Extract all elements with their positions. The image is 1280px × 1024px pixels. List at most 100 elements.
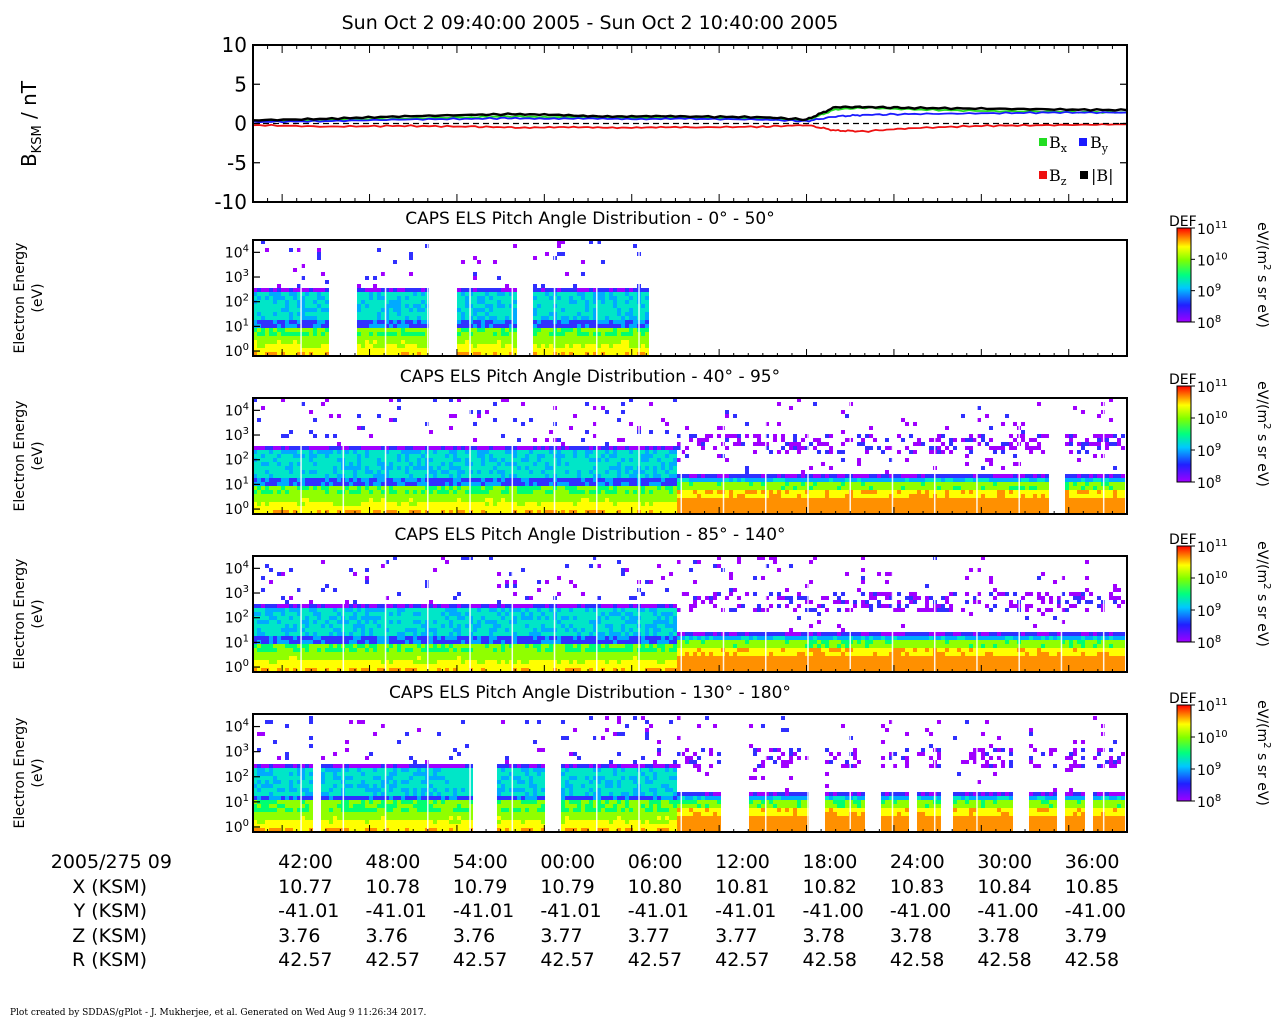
spectrogram-cell [389, 486, 393, 490]
spectrogram-cell [593, 300, 597, 304]
spectrogram-cell [425, 482, 429, 486]
spectrogram-cell [873, 498, 877, 502]
spectrogram-cell [413, 482, 417, 486]
spectrogram-cell [541, 288, 545, 292]
spectrogram-cell [509, 316, 513, 320]
spectrogram-cell [453, 450, 457, 454]
spectrogram-cell [357, 490, 361, 494]
spectrogram-cell [501, 398, 505, 402]
spectrogram-cell [1005, 498, 1009, 502]
spectrogram-cell [581, 272, 585, 276]
spectrogram-cell [325, 498, 329, 502]
spectrogram-cell [617, 296, 621, 300]
spectrogram-cell [321, 272, 325, 276]
spectrogram-cell [589, 292, 593, 296]
spectrogram-cell [1001, 490, 1005, 494]
spectrogram-cell [477, 446, 481, 450]
spectrogram-cell [421, 308, 425, 312]
spectrogram-cell [401, 328, 405, 332]
spectrogram-cell [549, 308, 553, 312]
spectrogram-cell [357, 312, 361, 316]
spectrogram-cell [465, 466, 469, 470]
spectrogram-cell [449, 470, 453, 474]
spectrogram-cell [293, 446, 297, 450]
spectrogram-cell [597, 458, 601, 462]
spectrogram-cell [325, 316, 329, 320]
spectrogram-cell [809, 502, 813, 506]
spectrogram-cell [917, 510, 921, 514]
spectrogram-cell [849, 478, 853, 482]
spectrogram-cell [313, 352, 317, 356]
spectrogram-cell [993, 478, 997, 482]
spectrogram-cell [289, 340, 293, 344]
spectrogram-cell [537, 494, 541, 498]
spectrogram-cell [381, 506, 385, 510]
spectrogram-cell [389, 348, 393, 352]
spectrogram-cell [537, 486, 541, 490]
spectrogram-cell [681, 494, 685, 498]
spectrogram-cell [261, 458, 265, 462]
spectrogram-cell [269, 324, 273, 328]
spectrogram-cell [797, 498, 801, 502]
spectrogram-cell [777, 506, 781, 510]
spectrogram-cell [565, 344, 569, 348]
spectrogram-cell [461, 474, 465, 478]
spectrogram-cell [537, 304, 541, 308]
spectrogram-cell [281, 474, 285, 478]
spectrogram-cell [481, 288, 485, 292]
spectrogram-cell [597, 454, 601, 458]
spectrogram-cell [533, 312, 537, 316]
spectrogram-cell [585, 288, 589, 292]
spectrogram-cell [629, 288, 633, 292]
spectrogram-cell [1009, 486, 1013, 490]
spectrogram-cell [473, 478, 477, 482]
spectrogram-cell [309, 336, 313, 340]
spectrogram-cell [1069, 478, 1073, 482]
spectrogram-cell [261, 348, 265, 352]
spectrogram-cell [849, 494, 853, 498]
spectrogram-cell [269, 498, 273, 502]
spectrogram-cell [557, 288, 561, 292]
spectrogram-cell [1105, 494, 1109, 498]
spectrogram-cell [461, 336, 465, 340]
spectrogram-cell [801, 470, 805, 474]
spectrogram-cell [337, 478, 341, 482]
spectrogram-cell [257, 462, 261, 466]
spectrogram-cell [521, 482, 525, 486]
spectrogram-cell [625, 466, 629, 470]
spectrogram-cell [325, 340, 329, 344]
spectrogram-cell [461, 482, 465, 486]
spectrogram-cell [577, 316, 581, 320]
spectrogram-cell [361, 344, 365, 348]
spectrogram-cell [677, 478, 681, 482]
spectrogram-cell [793, 482, 797, 486]
spectrogram-cell [489, 450, 493, 454]
spectrogram-cell [629, 494, 633, 498]
spectrogram-cell [569, 446, 573, 450]
spectrogram-cell [889, 478, 893, 482]
spectrogram-cell [549, 474, 553, 478]
spectrogram-cell [493, 458, 497, 462]
spectrogram-cell [1089, 474, 1093, 478]
spectrogram-cell [1085, 486, 1089, 490]
spectrogram-cell [537, 446, 541, 450]
spectrogram-cell [317, 478, 321, 482]
spectrogram-cell [653, 478, 657, 482]
spectrogram-cell [425, 506, 429, 510]
spectrogram-cell [777, 510, 781, 514]
spectrogram-cell [385, 328, 389, 332]
spectrogram-cell [969, 438, 973, 442]
spectrogram-cell [405, 502, 409, 506]
spectrogram-cell [261, 502, 265, 506]
spectrogram-cell [485, 340, 489, 344]
spectrogram-cell [357, 308, 361, 312]
spectrogram-cell [949, 438, 953, 442]
spectrogram-cell [381, 316, 385, 320]
spectrogram-cell [585, 486, 589, 490]
spectrogram-cell [581, 450, 585, 454]
spectrogram-cell [925, 494, 929, 498]
spectrogram-cell [373, 498, 377, 502]
spectrogram-cell [469, 478, 473, 482]
spectrogram-cell [1005, 486, 1009, 490]
spectrogram-cell [605, 446, 609, 450]
